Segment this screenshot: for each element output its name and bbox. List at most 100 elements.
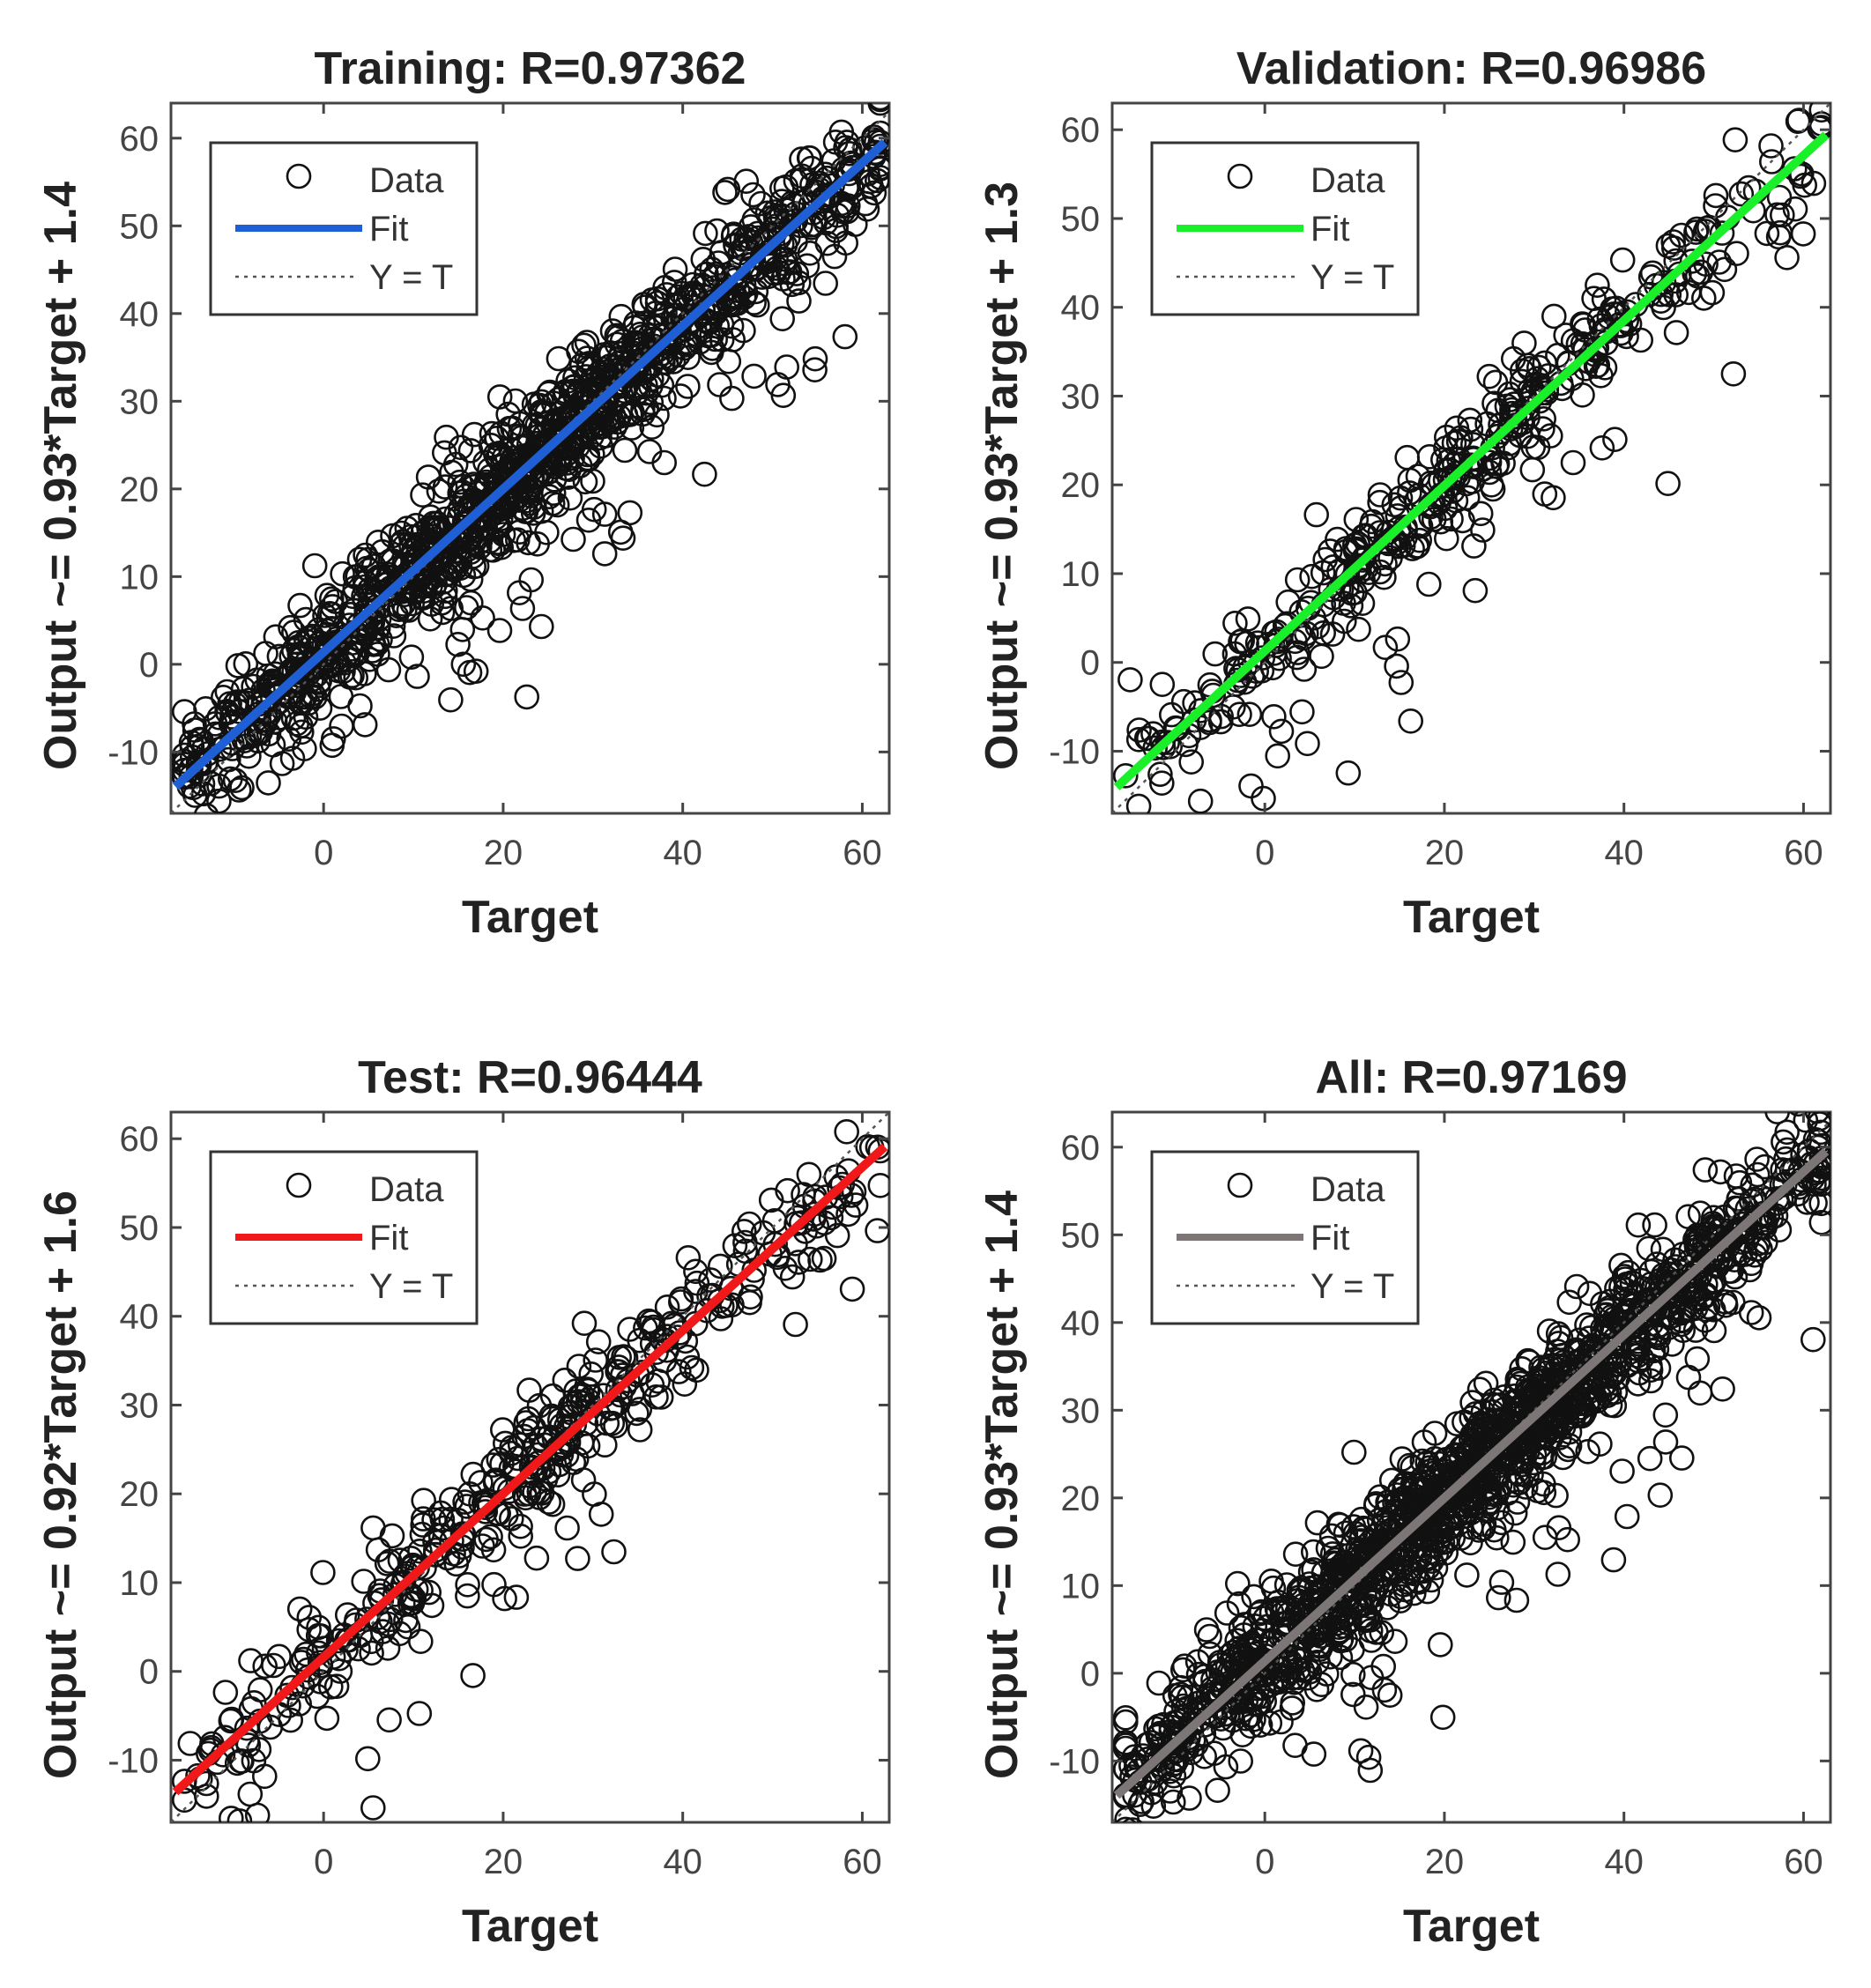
data-point (1808, 103, 1830, 123)
data-point (323, 589, 349, 614)
data-point (667, 1320, 693, 1346)
data-point (1264, 628, 1290, 655)
data-point (639, 287, 665, 313)
data-point (828, 119, 855, 145)
data-point (665, 1359, 692, 1384)
data-point (369, 538, 396, 565)
data-point (1418, 504, 1444, 530)
data-point (741, 290, 767, 315)
data-point (219, 1806, 244, 1822)
y-tick-label: 30 (1061, 1391, 1101, 1430)
data-point (1738, 1188, 1764, 1214)
data-point (485, 443, 511, 470)
data-point (262, 1843, 285, 1866)
data-point (1489, 1510, 1515, 1536)
data-point (1371, 1677, 1398, 1703)
data-point (528, 613, 554, 640)
data-point (490, 522, 516, 547)
data-point (191, 834, 214, 857)
data-point (1459, 1489, 1484, 1515)
data-point (238, 1648, 264, 1673)
data-point (704, 313, 731, 339)
data-point (173, 849, 196, 872)
data-point (393, 1607, 419, 1634)
data-point (1162, 1683, 1188, 1709)
legend-label: Fit (1310, 210, 1349, 248)
data-point (1612, 1289, 1637, 1315)
data-point (1197, 1641, 1223, 1667)
data-point (484, 425, 510, 451)
data-point (786, 288, 812, 314)
training-title: Training: R=0.97362 (315, 43, 746, 94)
data-point (1503, 1587, 1530, 1613)
data-point (1388, 670, 1414, 695)
data-point (732, 1238, 759, 1265)
data-point (553, 456, 579, 481)
data-point (1575, 1439, 1600, 1465)
data-point (712, 180, 738, 205)
y-tick-label: 60 (120, 1120, 160, 1159)
data-point (438, 686, 464, 713)
data-point (781, 192, 807, 219)
data-point (453, 483, 479, 509)
data-point (1407, 1569, 1432, 1595)
data-point (235, 1732, 262, 1758)
validation-fit-line (1113, 131, 1830, 790)
data-point (405, 664, 430, 689)
data-point (1470, 517, 1496, 543)
data-point (1208, 1706, 1234, 1732)
data-point (524, 530, 551, 557)
data-point (587, 425, 613, 451)
data-point (804, 1213, 830, 1239)
data-point (486, 384, 513, 410)
x-tick-label: 20 (484, 834, 523, 872)
data-point (1341, 1439, 1367, 1465)
data-point (1367, 482, 1393, 508)
data-point (1414, 1578, 1441, 1605)
data-point (575, 1376, 600, 1402)
data-point (1502, 404, 1528, 430)
data-point (858, 173, 884, 199)
data-point (737, 1289, 762, 1316)
data-point (1562, 1389, 1587, 1414)
data-point (286, 1596, 313, 1622)
data-point (1652, 1429, 1679, 1455)
data-point (1411, 1429, 1437, 1455)
data-point (1790, 221, 1816, 247)
data-point (1679, 248, 1705, 274)
data-point (432, 474, 458, 500)
data-point (741, 363, 767, 389)
data-point (563, 383, 590, 409)
data-point (1419, 1532, 1445, 1558)
data-point (1242, 1613, 1268, 1639)
data-point (561, 1450, 587, 1475)
data-point (354, 1746, 381, 1772)
data-point (1786, 1077, 1809, 1100)
data-point (1318, 576, 1344, 603)
data-point (1460, 445, 1486, 471)
data-point (1766, 184, 1793, 211)
data-point (720, 223, 746, 249)
data-point (1221, 641, 1248, 667)
data-point (438, 596, 464, 621)
data-point (1766, 1217, 1793, 1242)
data-point (1625, 1212, 1652, 1238)
data-point (1788, 1112, 1808, 1117)
data-point (672, 285, 699, 310)
data-point (1722, 127, 1748, 152)
data-point (1332, 1613, 1357, 1639)
data-point (432, 583, 458, 610)
data-point (294, 1657, 321, 1683)
data-point (472, 1499, 499, 1524)
data-point (829, 1171, 856, 1198)
data-point (280, 705, 307, 731)
data-point (492, 1475, 518, 1502)
data-point (1295, 731, 1320, 757)
data-point (1454, 1562, 1480, 1588)
data-point (1533, 380, 1559, 406)
data-point (1684, 216, 1710, 242)
data-point (1457, 407, 1483, 434)
data-point (785, 1250, 812, 1275)
data-point (496, 415, 523, 441)
data-point (1725, 1196, 1751, 1221)
